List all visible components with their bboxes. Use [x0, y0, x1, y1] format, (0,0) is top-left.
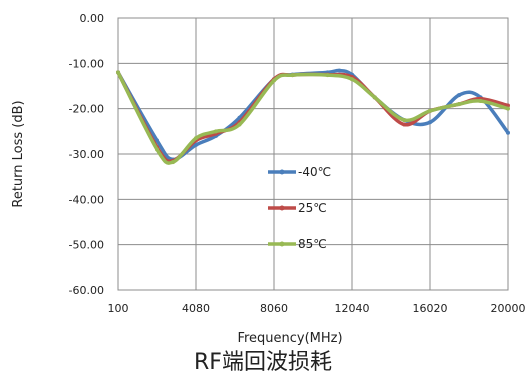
y-tick-label: -10.00 [69, 57, 104, 70]
x-tick-labels: 100 4080 8060 12040 16020 20000 [108, 302, 526, 315]
y-tick-label: 0.00 [80, 12, 105, 25]
series-point [428, 120, 432, 125]
series-layer [116, 68, 510, 165]
x-axis-title: Frequency(MHz) [237, 331, 342, 346]
y-tick-label: -20.00 [69, 103, 104, 116]
legend: -40℃ 25℃ 85℃ [268, 165, 331, 251]
legend-marker [279, 169, 285, 175]
x-tick-label: 20000 [491, 302, 526, 315]
y-tick-label: -60.00 [69, 284, 104, 297]
series-point [194, 136, 198, 141]
series-point [272, 78, 276, 83]
y-tick-labels: 0.00 -10.00 -20.00 -30.00 -40.00 -50.00 -60.00 [69, 12, 104, 297]
legend-label: -40℃ [298, 165, 331, 179]
chart-title: RF端回波损耗 [194, 350, 332, 375]
series-point [213, 129, 218, 134]
x-tick-label: 8060 [260, 302, 288, 315]
series-point [337, 68, 342, 73]
series-point [325, 73, 330, 78]
legend-label: 25℃ [298, 201, 327, 215]
series-point [372, 95, 377, 100]
legend-marker [279, 205, 285, 211]
series-point [428, 108, 432, 113]
series-point [402, 118, 407, 122]
series-point [116, 70, 120, 75]
x-tick-label: 12040 [335, 302, 370, 315]
series-point [155, 138, 159, 143]
legend-label: 85℃ [298, 237, 327, 251]
series-line [116, 71, 509, 165]
x-tick-label: 100 [108, 302, 129, 315]
y-tick-label: -30.00 [69, 148, 104, 161]
x-tick-label: 4080 [182, 302, 210, 315]
y-axis-title: Return Loss (dB) [11, 100, 26, 207]
series-point [506, 106, 510, 111]
series-point [170, 160, 175, 165]
series-point [350, 77, 354, 82]
series-point [457, 93, 462, 98]
x-tick-label: 16020 [413, 302, 448, 315]
y-tick-label: -50.00 [69, 239, 104, 252]
legend-marker [279, 241, 285, 247]
series-point [478, 98, 483, 103]
series-point [402, 122, 407, 127]
series-point [237, 122, 242, 127]
series-point [506, 130, 510, 135]
series-point [194, 142, 198, 147]
series-point [457, 102, 462, 107]
series-point [290, 73, 295, 78]
series-point [155, 147, 159, 152]
series-point [506, 103, 510, 108]
y-tick-label: -40.00 [69, 193, 104, 206]
